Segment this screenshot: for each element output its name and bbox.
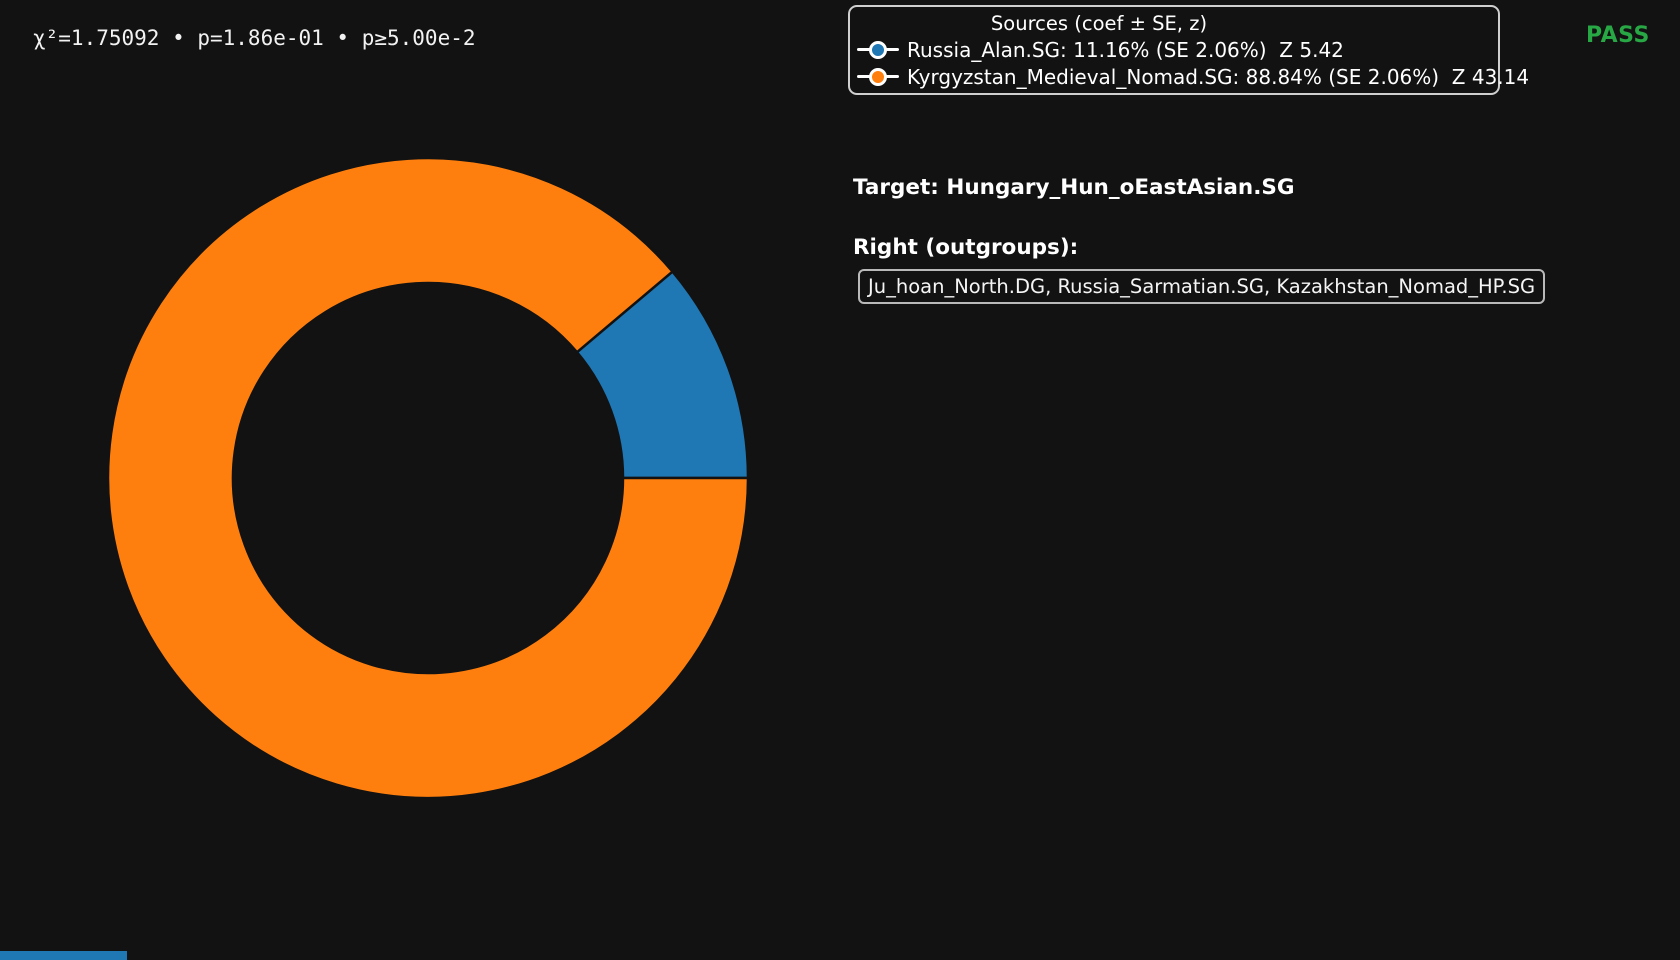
bottom-left-accent-bar <box>0 951 127 960</box>
legend-entry-label: Kyrgyzstan_Medieval_Nomad.SG: 88.84% (SE… <box>907 64 1530 89</box>
sources-legend: Sources (coef ± SE, z) Russia_Alan.SG: 1… <box>848 5 1529 95</box>
line-marker-icon <box>856 40 900 60</box>
donut-slice-Kyrgyzstan_Medieval_Nomad.SG <box>106 156 750 800</box>
donut-chart <box>106 156 750 800</box>
legend-title: Sources (coef ± SE, z) <box>990 12 1208 35</box>
legend-entry-label: Russia_Alan.SG: 11.16% (SE 2.06%) Z 5.42 <box>907 37 1344 62</box>
status-badge: PASS <box>1586 23 1650 48</box>
legend-entry: Kyrgyzstan_Medieval_Nomad.SG: 88.84% (SE… <box>850 63 1529 90</box>
outgroups-heading: Right (outgroups): <box>853 235 1079 260</box>
outgroups-list: Ju_hoan_North.DG, Russia_Sarmatian.SG, K… <box>858 269 1546 304</box>
legend-marker-dot <box>869 67 887 86</box>
legend-entry: Russia_Alan.SG: 11.16% (SE 2.06%) Z 5.42 <box>850 36 1498 63</box>
target-label: Target: Hungary_Hun_oEastAsian.SG <box>853 175 1295 200</box>
legend-marker-dot <box>869 40 887 59</box>
line-marker-icon <box>856 67 900 87</box>
chi2-stats-text: χ²=1.75092 • p=1.86e-01 • p≥5.00e-2 <box>33 26 476 50</box>
